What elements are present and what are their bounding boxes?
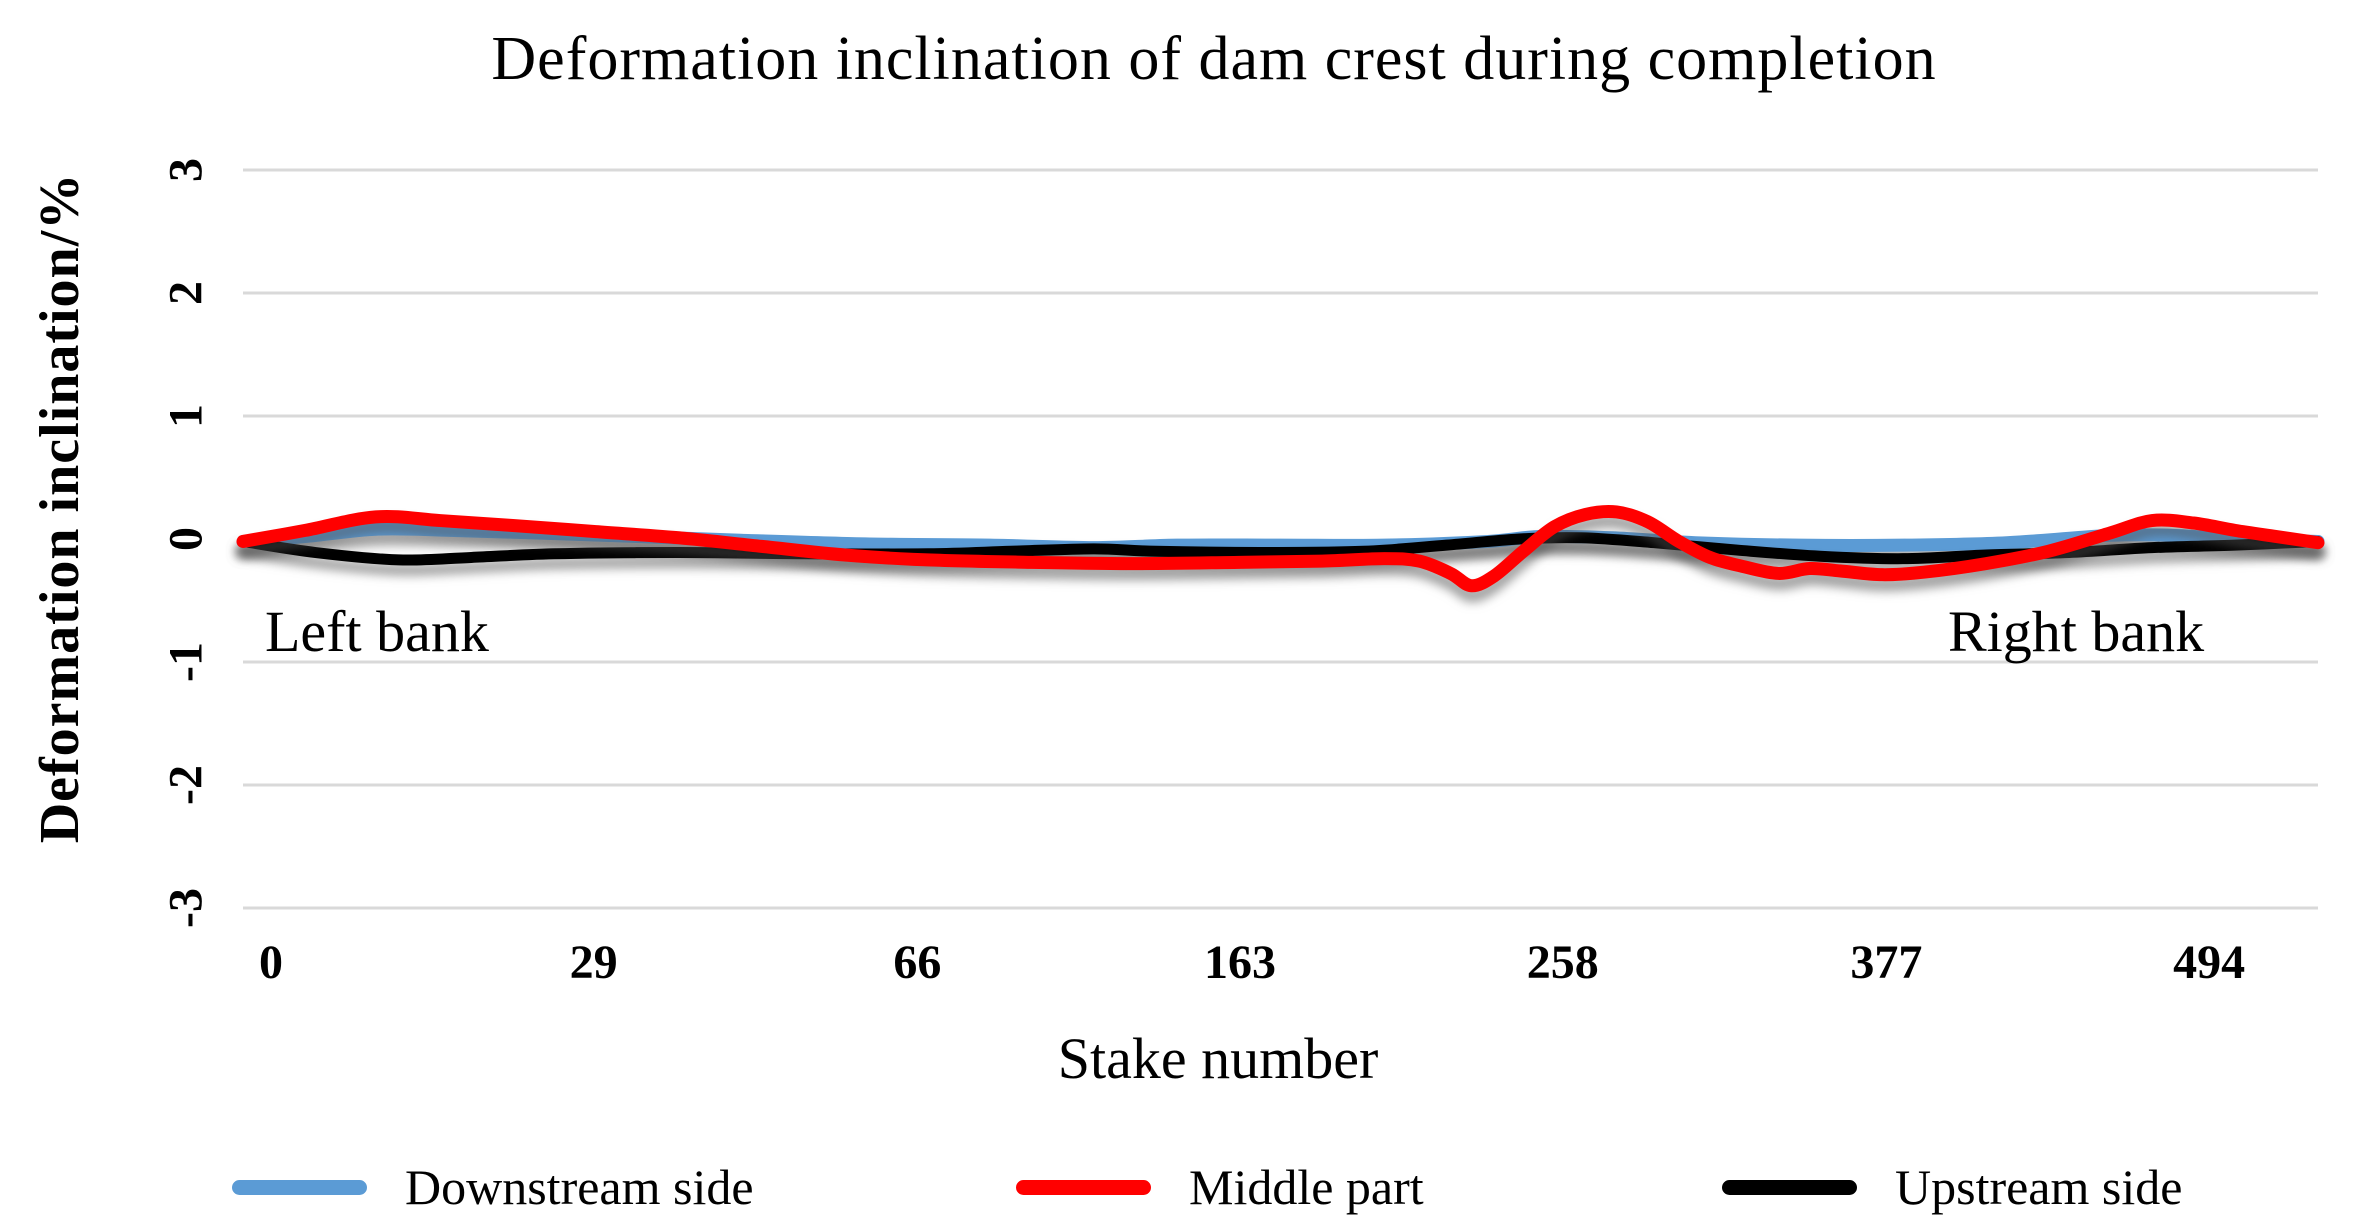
y-tick-label--3: -3	[159, 888, 213, 928]
x-tick-label-377: 377	[1850, 936, 1923, 989]
x-tick-label-163: 163	[1204, 936, 1277, 989]
legend: Downstream side Middle part Upstream side	[0, 1152, 2379, 1222]
legend-swatch-icon	[232, 1179, 367, 1195]
right-bank-annotation: Right bank	[1948, 599, 2205, 664]
legend-item-downstream-side: Downstream side	[232, 1152, 754, 1222]
y-tick-label--2: -2	[159, 765, 213, 805]
y-tick-label-1: 1	[159, 404, 213, 428]
legend-swatch-icon	[1016, 1179, 1151, 1195]
x-tick-label-258: 258	[1526, 936, 1599, 989]
y-tick-label--1: -1	[159, 642, 213, 682]
y-tick-label-0: 0	[159, 527, 213, 551]
legend-swatch-icon	[1722, 1179, 1857, 1195]
series-line-upstream-side	[237, 532, 2324, 566]
legend-item-middle-part: Middle part	[1016, 1152, 1424, 1222]
y-axis-title: Deformation inclination/%	[29, 172, 91, 844]
y-tick-label-3: 3	[159, 158, 213, 182]
legend-label: Middle part	[1189, 1159, 1424, 1215]
x-tick-label-29: 29	[569, 936, 618, 989]
series-line-middle-part	[236, 504, 2325, 593]
x-tick-label-494: 494	[2173, 936, 2246, 989]
left-bank-annotation: Left bank	[265, 599, 489, 664]
legend-label: Upstream side	[1895, 1159, 2183, 1215]
x-tick-label-66: 66	[893, 936, 942, 989]
y-tick-label-2: 2	[159, 281, 213, 305]
chart-title: Deformation inclination of dam crest dur…	[491, 25, 1937, 93]
legend-label: Downstream side	[405, 1159, 754, 1215]
x-axis-title: Stake number	[1057, 1026, 1379, 1091]
x-tick-label-0: 0	[259, 936, 283, 989]
legend-item-upstream-side: Upstream side	[1722, 1152, 2182, 1222]
